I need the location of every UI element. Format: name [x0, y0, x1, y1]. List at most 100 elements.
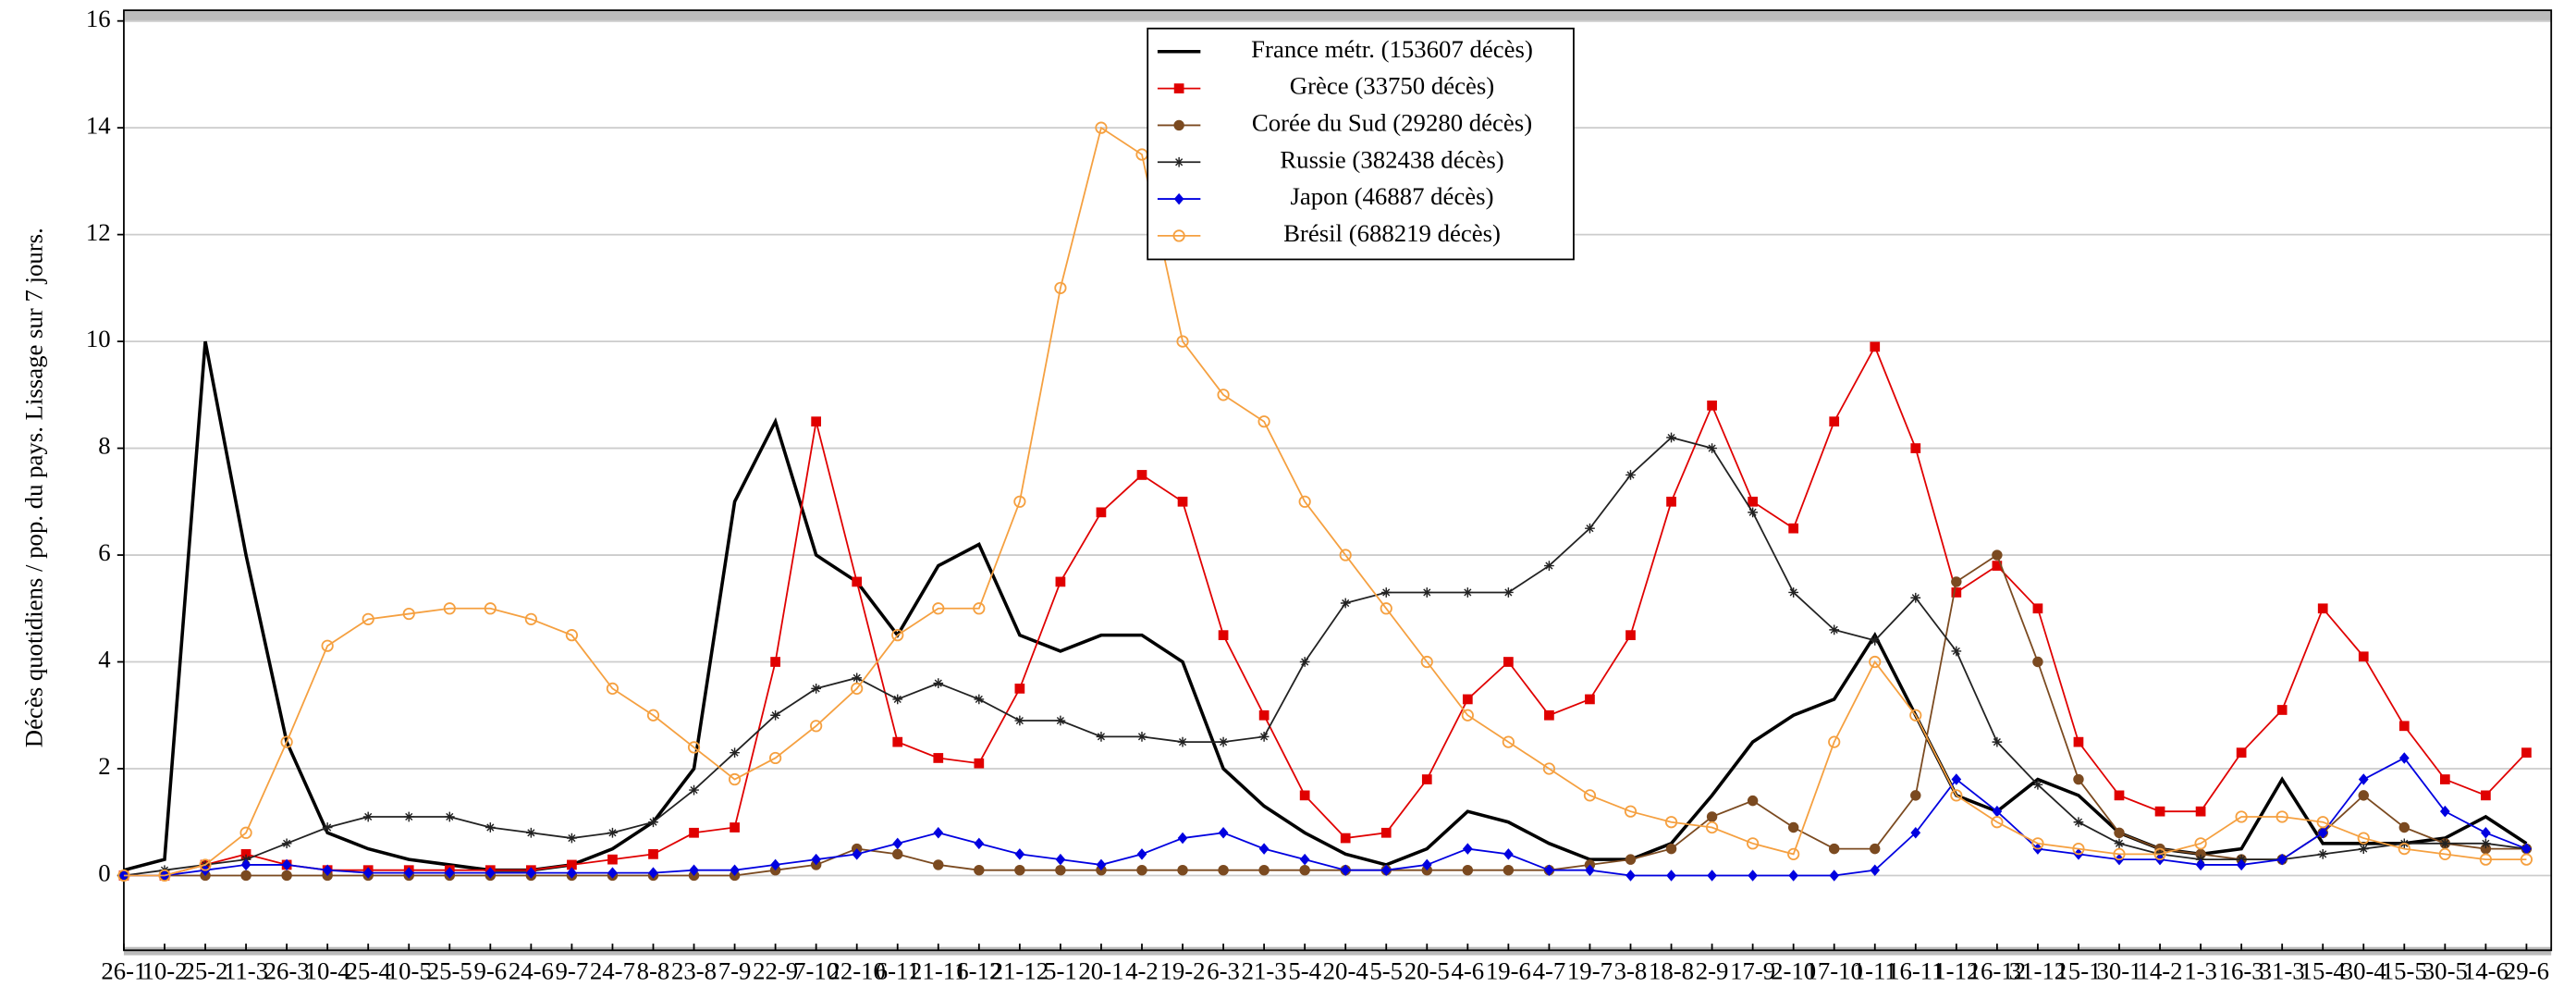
marker — [1340, 864, 1351, 876]
y-tick-label: 4 — [98, 646, 110, 673]
marker — [1055, 576, 1066, 587]
legend-label: Corée du Sud (29280 décès) — [1252, 109, 1532, 137]
x-tick-label: 26-1 — [101, 956, 146, 984]
marker — [1172, 229, 1185, 242]
marker — [1258, 731, 1270, 742]
x-tick-label: 6-11 — [876, 956, 920, 984]
marker — [2317, 603, 2328, 614]
x-tick-label: 16-3 — [2219, 956, 2264, 984]
marker — [1380, 864, 1392, 876]
marker — [526, 827, 536, 838]
x-tick-label: 15-4 — [2300, 956, 2346, 984]
x-tick-label: 25-4 — [346, 956, 391, 984]
marker — [2236, 747, 2247, 759]
marker — [892, 694, 903, 705]
marker — [1544, 709, 1554, 721]
marker — [1542, 762, 1556, 775]
marker — [2113, 847, 2126, 860]
marker — [2439, 838, 2450, 849]
marker — [1625, 470, 1636, 480]
marker — [892, 848, 903, 860]
marker — [851, 682, 864, 695]
marker — [689, 864, 699, 876]
marker — [2521, 747, 2532, 759]
marker — [2235, 810, 2248, 823]
x-tick-label: 14-6 — [2463, 956, 2509, 984]
x-tick-label: 25-5 — [427, 956, 472, 984]
marker — [1177, 736, 1188, 747]
marker — [1707, 401, 1717, 411]
marker — [2439, 805, 2450, 818]
marker — [1544, 561, 1554, 571]
x-tick-label: 30-4 — [2341, 956, 2386, 984]
legend-label: Russie (382438 décès) — [1280, 145, 1503, 173]
marker — [1258, 864, 1270, 876]
legend-label: France métr. (153607 décès) — [1251, 35, 1533, 63]
marker — [1787, 847, 1800, 860]
marker — [689, 827, 699, 838]
x-tick-label: 20-1 — [1078, 956, 1123, 984]
x-tick-label: 8-8 — [637, 956, 670, 984]
x-tick-label: 6-12 — [956, 956, 1001, 984]
x-tick-label: 14-2 — [2138, 956, 2183, 984]
marker — [2276, 705, 2288, 715]
marker — [1992, 805, 2003, 818]
marker — [769, 751, 782, 765]
x-tick-label: 16-11 — [1887, 956, 1944, 984]
marker — [1218, 864, 1229, 876]
x-tick-label: 22-10 — [828, 956, 885, 984]
series-line — [123, 437, 2527, 877]
x-tick-label: 26-3 — [264, 956, 310, 984]
marker — [1788, 523, 1799, 534]
x-tick-label: 21-3 — [1242, 956, 1287, 984]
x-tick-label: 25-2 — [182, 956, 227, 984]
x-tick-label: 15-1 — [2055, 956, 2101, 984]
marker — [1503, 657, 1514, 667]
x-tick-label: 20-5 — [1405, 956, 1450, 984]
series-line — [123, 553, 2527, 877]
x-tick-label: 3-8 — [1614, 956, 1648, 984]
marker — [1707, 870, 1717, 882]
y-tick-label: 10 — [86, 325, 111, 352]
marker — [239, 826, 252, 839]
marker — [1299, 657, 1310, 667]
series-line — [123, 126, 2527, 877]
marker — [728, 772, 742, 786]
marker — [1380, 602, 1392, 615]
marker — [648, 849, 658, 859]
marker — [1462, 864, 1474, 876]
marker — [1992, 561, 2003, 571]
marker — [362, 867, 374, 879]
marker — [1421, 774, 1432, 784]
marker — [1258, 709, 1270, 721]
marker — [1420, 655, 1433, 669]
marker — [2073, 773, 2084, 785]
marker — [362, 612, 374, 625]
marker — [1585, 864, 1595, 876]
marker — [2358, 844, 2369, 854]
x-tick-label: 10-4 — [305, 956, 350, 984]
marker — [402, 607, 415, 621]
marker — [567, 867, 577, 879]
x-tick-label: 22-9 — [753, 956, 798, 984]
marker — [2520, 853, 2533, 866]
marker — [1909, 709, 1922, 722]
marker — [932, 602, 945, 615]
marker — [1951, 587, 1962, 598]
marker — [1910, 443, 1921, 453]
marker — [1748, 870, 1758, 882]
series-line — [123, 344, 2528, 877]
marker — [1177, 496, 1188, 507]
x-tick-label: 4-6 — [1451, 956, 1484, 984]
marker — [1014, 715, 1025, 726]
marker — [1421, 858, 1432, 871]
marker — [1218, 736, 1229, 747]
legend-label: Brésil (688219 décès) — [1283, 219, 1501, 247]
marker — [1380, 587, 1392, 598]
marker — [2114, 838, 2125, 849]
marker — [2398, 721, 2410, 732]
marker — [1666, 432, 1676, 443]
marker — [1544, 864, 1554, 876]
x-tick-label: 17-9 — [1730, 956, 1775, 984]
